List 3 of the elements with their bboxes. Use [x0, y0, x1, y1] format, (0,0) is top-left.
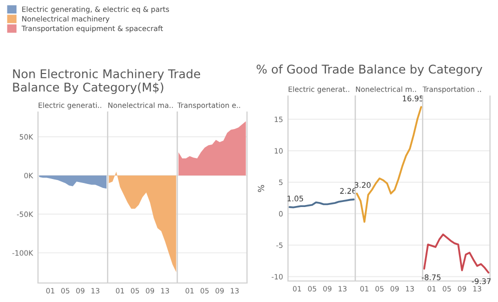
y-axis-title: % — [258, 185, 264, 192]
chart-title: % of Good Trade Balance by Category — [256, 64, 482, 76]
chart-title: Non Electronic Machinery Trade Balance By Category(M$) — [13, 69, 200, 94]
